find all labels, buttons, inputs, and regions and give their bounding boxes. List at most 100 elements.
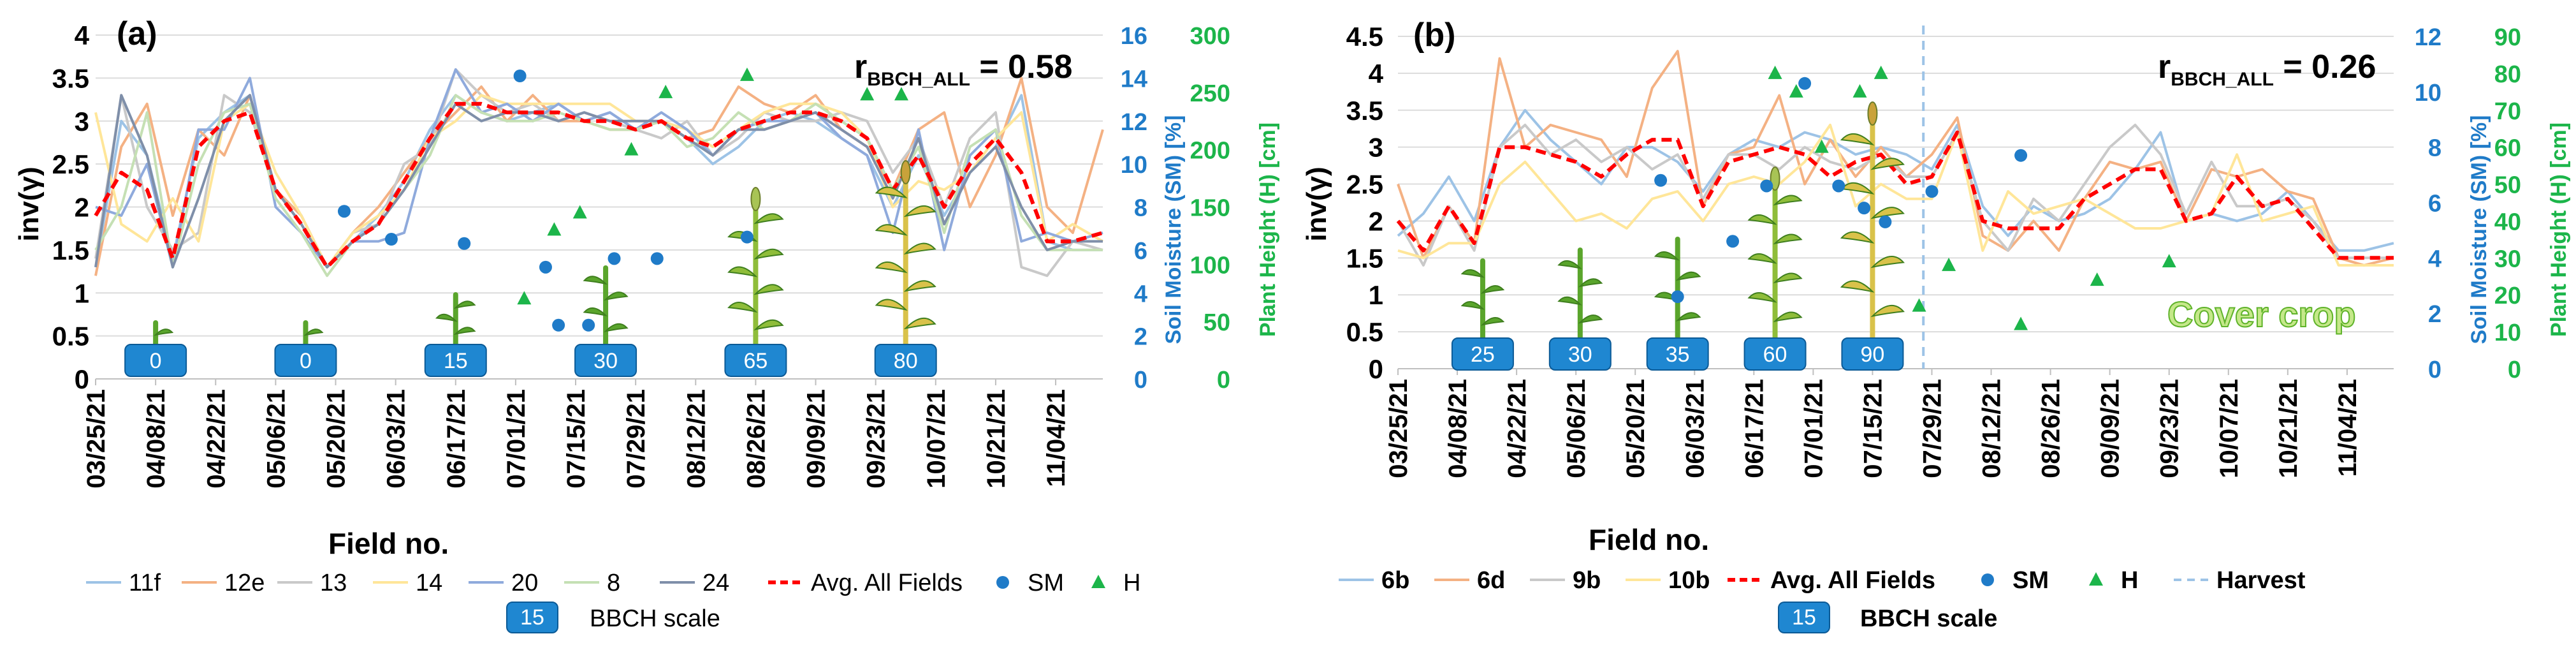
y-tick-label: 3.5 [1346, 96, 1383, 126]
bbch-legend-swatch [1778, 602, 1830, 633]
sm-point [1879, 215, 1892, 228]
correlation-value: = 0.58 [970, 48, 1072, 85]
plant-height-tick-label: 10 [2494, 320, 2521, 346]
plant-height-tick-label: 150 [1190, 195, 1230, 222]
series-line-6b [1397, 108, 2394, 252]
soil-moisture-tick-label: 12 [1121, 109, 1147, 136]
plant-height-tick-label: 50 [2494, 172, 2521, 199]
x-tick-label: 03/25/21 [82, 389, 110, 489]
bbch-badge-label: 80 [894, 349, 918, 373]
h-point [860, 87, 875, 101]
soil-moisture-tick-label: 4 [2428, 246, 2441, 272]
plant-leaf [875, 224, 908, 236]
sm-point [608, 252, 621, 265]
soil-moisture-axis-label: Soil Moisture (SM) [%] [1161, 115, 1186, 344]
legend-swatch [2089, 572, 2103, 586]
plant-leaf [1480, 285, 1505, 294]
h-point [739, 67, 754, 81]
legend-label: 12e [224, 570, 265, 596]
correlation-subscript: BBCH_ALL [867, 69, 970, 90]
plant-leaf [604, 292, 629, 301]
x-tick-label: 05/20/21 [1622, 379, 1650, 478]
legend-label: H [2121, 567, 2138, 594]
x-tick-label: 11/04/21 [1042, 389, 1070, 487]
plant-illustration [583, 265, 629, 350]
plant-leaf [303, 329, 324, 336]
y-tick-label: 2.5 [52, 149, 89, 179]
y-tick-label: 1.5 [1346, 243, 1383, 273]
soil-moisture-axis-ticks: 0 2 4 6 8 10 12 14 16 [1121, 23, 1147, 394]
x-tick-label: 07/15/21 [1859, 379, 1887, 478]
cover-crop-label: Cover crop [2167, 294, 2356, 334]
legend-item: Avg. All Fields [1728, 567, 1935, 594]
x-tick-label: 04/08/21 [142, 389, 170, 489]
correlation-r: r [854, 48, 867, 85]
bbch-badge [274, 344, 337, 377]
plant-illustrations [1460, 101, 1905, 343]
legend-swatch [996, 576, 1009, 589]
y-tick-label: 1.5 [52, 235, 89, 265]
bbch-badge [574, 344, 637, 377]
legend-label: 8 [607, 570, 620, 596]
legend-swatch [1981, 573, 1994, 586]
bbch-badge [1841, 337, 1904, 371]
plant-leaf [583, 276, 608, 285]
soil-moisture-tick-label: 0 [1134, 367, 1147, 394]
plant-leaf [453, 300, 476, 309]
bbch-badge [1451, 337, 1514, 371]
plant-illustrations [153, 160, 936, 350]
soil-moisture-tick-label: 10 [1121, 152, 1147, 179]
sm-point [1925, 185, 1939, 198]
h-point [894, 87, 908, 101]
panel-label: (b) [1413, 17, 1455, 54]
legend-swatch [1091, 575, 1105, 588]
x-tick-label: 04/08/21 [1444, 379, 1472, 478]
plant-height-axis-label: Plant Height (H) [cm] [1256, 122, 1280, 337]
bbch-badge-label: 65 [743, 349, 768, 373]
x-tick-label: 10/21/21 [2274, 379, 2303, 478]
y-tick-label: 3 [1369, 133, 1383, 163]
y-tick-label: 0.5 [52, 321, 89, 351]
h-point [1942, 257, 1956, 271]
soil-moisture-tick-label: 6 [2428, 191, 2441, 218]
legend-item: 9b [1530, 567, 1601, 594]
x-tick-label: 09/09/21 [2097, 379, 2125, 478]
sm-point [384, 233, 398, 246]
sm-point [1798, 77, 1812, 90]
bbch-badge-label: 60 [1763, 343, 1787, 367]
h-point [572, 205, 587, 219]
plant-leaf [1675, 312, 1701, 321]
legend-label: 10b [1668, 567, 1710, 594]
x-tick-label: 08/12/21 [1978, 379, 2006, 478]
plant-illustration [1557, 247, 1603, 343]
bbch-badge-label: 30 [593, 349, 618, 373]
plant-height-tick-label: 70 [2494, 98, 2521, 125]
plant-height-tick-label: 200 [1190, 138, 1230, 165]
y-axis-ticks: 0 0.5 1 1.5 2 2.5 3 3.5 4 4.5 [1346, 22, 1384, 384]
plant-leaf [1773, 311, 1803, 323]
soil-moisture-axis-ticks: 0 2 4 6 8 10 12 [2415, 24, 2441, 383]
y-tick-label: 0 [1369, 354, 1383, 384]
h-point [659, 84, 673, 98]
bbch-badge [424, 344, 487, 377]
x-tick-label: 10/07/21 [2215, 379, 2243, 478]
legend-item: SM [1981, 567, 2049, 594]
bbch-badge-label: 30 [1568, 343, 1592, 367]
x-tick-label: 09/23/21 [2156, 379, 2184, 478]
h-point [517, 291, 532, 305]
plant-leaf [1773, 195, 1803, 206]
legend-label: 6d [1477, 567, 1505, 594]
y-tick-label: 2.5 [1346, 170, 1383, 200]
plant-leaf [1747, 292, 1777, 303]
x-tick-label: 07/29/21 [622, 389, 650, 489]
plant-leaf [1870, 256, 1905, 269]
x-tick-label: 05/06/21 [1562, 379, 1590, 478]
legend-item: 6d [1434, 567, 1505, 594]
plant-height-tick-label: 0 [2508, 357, 2521, 383]
bbch-badge-label: 0 [150, 349, 162, 373]
plant-leaf [1773, 233, 1803, 245]
plant-illustration [1747, 166, 1803, 343]
plant-leaf [727, 266, 758, 277]
